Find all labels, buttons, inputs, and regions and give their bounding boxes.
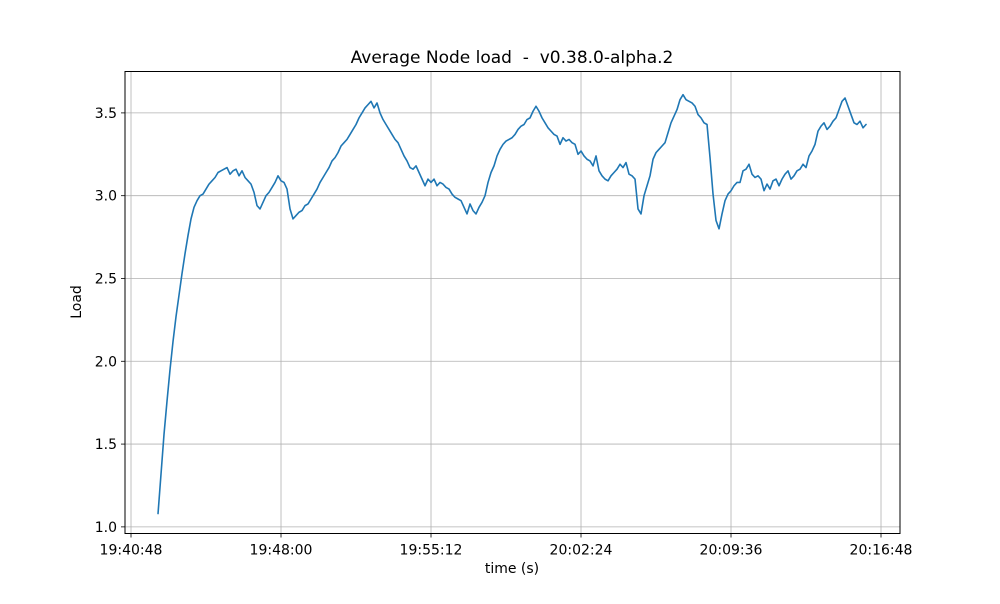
chart-title: Average Node load - v0.38.0-alpha.2 <box>351 48 674 68</box>
x-axis-label: time (s) <box>485 561 539 577</box>
y-tick-label: 1.5 <box>95 437 117 453</box>
x-tick-label: 20:09:36 <box>700 543 763 559</box>
y-tick-label: 3.5 <box>95 106 117 122</box>
x-tick-label: 19:55:12 <box>400 543 463 559</box>
x-tick-label: 20:02:24 <box>550 543 613 559</box>
x-tick-label: 20:16:48 <box>850 543 913 559</box>
tick-marks <box>121 112 882 538</box>
y-tick-label: 2.5 <box>95 271 117 287</box>
y-tick-label: 2.0 <box>95 354 117 370</box>
grid-lines <box>125 71 900 534</box>
tick-labels: 19:40:48 19:48:00 19:55:12 20:02:24 20:09:36… <box>95 106 913 559</box>
x-tick-label: 19:40:48 <box>100 543 163 559</box>
y-tick-label: 1.0 <box>95 520 117 536</box>
load-line <box>157 93 867 515</box>
y-axis-label: Load <box>69 285 85 319</box>
x-tick-label: 19:48:00 <box>250 543 313 559</box>
data-series <box>157 93 867 515</box>
y-tick-label: 3.0 <box>95 189 117 205</box>
plot-frame <box>124 71 901 534</box>
